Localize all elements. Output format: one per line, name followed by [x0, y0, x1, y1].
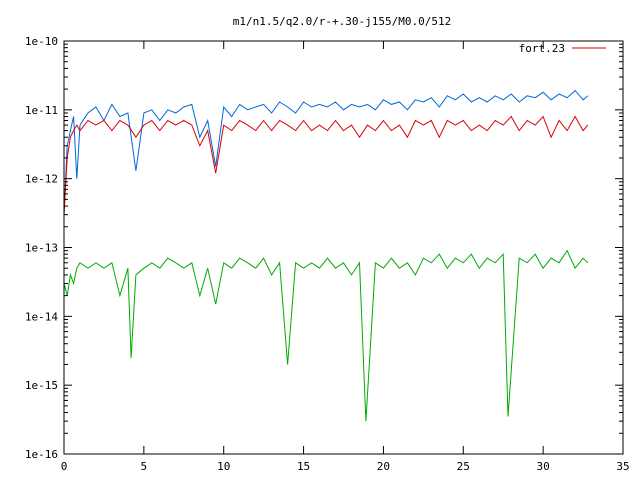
y-tick-label: 1e-10: [25, 35, 58, 48]
y-tick-label: 1e-15: [25, 379, 58, 392]
series-line-fort-23: [63, 115, 589, 215]
x-tick-label: 5: [141, 460, 148, 473]
legend-label-fort-23: fort.23: [519, 42, 565, 55]
x-tick-label: 35: [616, 460, 629, 473]
y-tick-label: 1e-12: [25, 173, 58, 186]
x-tick-label: 0: [61, 460, 68, 473]
y-tick-label: 1e-16: [25, 448, 58, 461]
series-layer: [63, 89, 589, 422]
chart-title: m1/n1.5/q2.0/r-+.30-j155/M0.0/512: [233, 15, 452, 28]
x-tick-label: 20: [377, 460, 390, 473]
y-tick-label: 1e-13: [25, 242, 58, 255]
series-line-series-3: [63, 249, 589, 422]
y-axis: 1e-16 1e-15 1e-14 1e-13 1e-12 1e-11 1e-10: [25, 35, 623, 461]
x-tick-label: 30: [537, 460, 550, 473]
x-tick-label: 15: [297, 460, 310, 473]
series-line-series-1: [63, 89, 589, 215]
y-tick-label: 1e-11: [25, 104, 58, 117]
x-tick-label: 25: [457, 460, 470, 473]
legend: fort.23: [519, 42, 606, 55]
y-tick-label: 1e-14: [25, 310, 58, 323]
x-tick-label: 10: [217, 460, 230, 473]
x-axis: 0 5 10 15 20 25 30 35: [61, 41, 630, 473]
